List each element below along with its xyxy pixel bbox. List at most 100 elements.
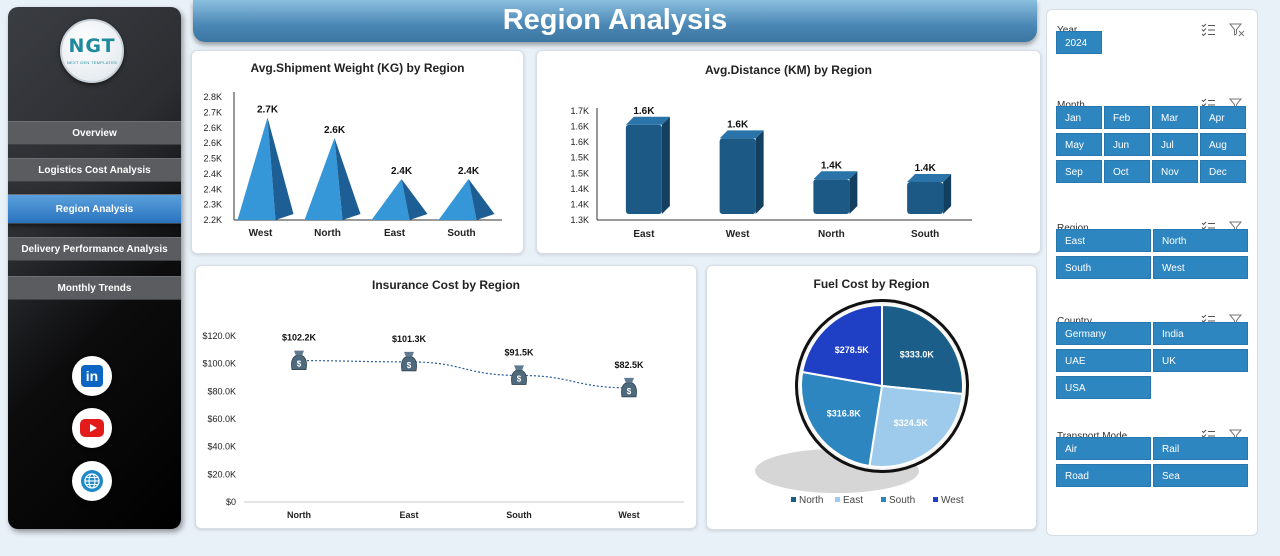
x-tick-label: South — [506, 510, 532, 520]
pyramid-bar-east — [371, 179, 410, 220]
region-option-south[interactable]: South — [1056, 256, 1151, 279]
y-tick-label: 1.6K — [570, 122, 589, 132]
data-label-north: $102.2K — [282, 333, 317, 343]
region-option-east[interactable]: East — [1056, 229, 1151, 252]
x-tick-label: West — [249, 228, 273, 239]
y-tick-label: $100.0K — [202, 359, 236, 369]
month-option-aug[interactable]: Aug — [1200, 133, 1246, 156]
month-option-apr[interactable]: Apr — [1200, 106, 1246, 129]
bar-top-south — [907, 174, 952, 183]
country-option-uae[interactable]: UAE — [1056, 349, 1151, 372]
transport-mode-option-air[interactable]: Air — [1056, 437, 1151, 460]
avg-distance-title: Avg.Distance (KM) by Region — [705, 63, 872, 77]
bar-south — [907, 182, 944, 214]
region-option-west[interactable]: West — [1153, 256, 1248, 279]
y-tick-label: 2.8K — [203, 92, 222, 102]
country-option-germany[interactable]: Germany — [1056, 322, 1151, 345]
insurance-cost-chart: $0 $20.0K $40.0K $60.0K $80.0K $100.0K $120.0K… — [202, 331, 684, 520]
money-bag-icon: $ — [401, 351, 417, 372]
y-tick-label: 1.3K — [570, 215, 589, 225]
month-option-jan[interactable]: Jan — [1056, 106, 1102, 129]
pyramid-bar-west — [237, 117, 276, 220]
transport-mode-option-rail[interactable]: Rail — [1153, 437, 1248, 460]
clear-filter-icon[interactable] — [1228, 23, 1245, 37]
nav-region-analysis[interactable]: Region Analysis — [8, 194, 181, 224]
linkedin-icon[interactable]: in — [72, 356, 112, 396]
x-tick-label: North — [314, 228, 341, 239]
fuel-cost-card: Fuel Cost by Region $333.0K $324.5K $316.8… — [706, 265, 1037, 530]
data-label-west: $82.5K — [614, 360, 644, 370]
website-globe-icon[interactable] — [72, 461, 112, 501]
legend-label-south: South — [889, 495, 915, 506]
bar-west — [719, 138, 756, 214]
dollar-sign: $ — [517, 374, 522, 383]
country-option-usa[interactable]: USA — [1056, 376, 1151, 399]
nav-monthly-trends[interactable]: Monthly Trends — [8, 276, 181, 300]
pyramid-bar-side-east — [401, 179, 428, 220]
data-label-north: 1.4K — [821, 160, 843, 171]
youtube-icon[interactable] — [72, 408, 112, 448]
pyramid-bar-south — [438, 179, 477, 220]
country-option-uk[interactable]: UK — [1153, 349, 1248, 372]
data-label-east: 2.4K — [391, 166, 413, 177]
money-bag-icon: $ — [291, 350, 307, 371]
region-filter-label: Region — [1057, 223, 1089, 234]
data-label-north: 2.6K — [324, 125, 346, 136]
x-tick-label: South — [447, 228, 475, 239]
y-tick-label: 1.5K — [570, 168, 589, 178]
data-label-south: 1.4K — [915, 163, 937, 174]
y-tick-label: 2.4K — [203, 169, 222, 179]
x-tick-label: East — [399, 510, 418, 520]
avg-distance-card: Avg.Distance (KM) by Region 1.3K 1.4K 1.4K… — [536, 50, 1041, 254]
insurance-line — [298, 360, 630, 389]
bar-north — [813, 179, 850, 214]
month-option-nov[interactable]: Nov — [1152, 160, 1198, 183]
month-option-mar[interactable]: Mar — [1152, 106, 1198, 129]
money-bag-icon: $ — [621, 377, 637, 398]
x-tick-label: West — [726, 229, 750, 240]
region-option-north[interactable]: North — [1153, 229, 1248, 252]
dollar-sign: $ — [627, 387, 632, 396]
legend-swatch-north — [791, 497, 796, 502]
data-label-south: $316.8K — [827, 408, 862, 418]
multi-select-icon[interactable] — [1201, 23, 1215, 37]
y-tick-label: 2.6K — [203, 138, 222, 148]
money-bag-neck — [624, 377, 634, 383]
year-option-2024[interactable]: 2024 — [1056, 31, 1102, 54]
nav-overview[interactable]: Overview — [8, 121, 181, 145]
month-option-jul[interactable]: Jul — [1152, 133, 1198, 156]
bar-side-south — [943, 174, 952, 214]
x-tick-label: East — [384, 228, 406, 239]
month-option-oct[interactable]: Oct — [1104, 160, 1150, 183]
y-tick-label: $80.0K — [207, 386, 236, 396]
insurance-cost-card: Insurance Cost by Region $0 $20.0K $40.0K $… — [195, 265, 697, 529]
month-option-jun[interactable]: Jun — [1104, 133, 1150, 156]
month-option-dec[interactable]: Dec — [1200, 160, 1246, 183]
month-filter-label: Month — [1057, 100, 1085, 111]
pyramid-bar-side-north — [334, 138, 361, 220]
pie-slice-west — [801, 303, 883, 388]
month-option-feb[interactable]: Feb — [1104, 106, 1150, 129]
country-filter-label: Country — [1057, 316, 1092, 327]
sidebar: NGT NEXT GEN TEMPLATES Overview Logistic… — [8, 7, 181, 529]
pie-slice-north — [881, 303, 964, 396]
month-option-sep[interactable]: Sep — [1056, 160, 1102, 183]
y-tick-label: 1.4K — [570, 199, 589, 209]
y-tick-label: 1.7K — [570, 106, 589, 116]
country-option-india[interactable]: India — [1153, 322, 1248, 345]
y-tick-label: 2.6K — [203, 123, 222, 133]
data-label-north: $333.0K — [900, 349, 935, 359]
transport-mode-filter-label: Transport Mode — [1057, 431, 1127, 442]
logo-text: NGT — [68, 35, 116, 57]
nav-delivery-performance-analysis[interactable]: Delivery Performance Analysis — [8, 237, 181, 261]
transport-mode-option-sea[interactable]: Sea — [1153, 464, 1248, 487]
fuel-cost-title: Fuel Cost by Region — [813, 277, 930, 291]
x-tick-label: West — [618, 510, 639, 520]
pyramid-bar-side-south — [468, 179, 495, 220]
transport-mode-option-road[interactable]: Road — [1056, 464, 1151, 487]
y-tick-label: 2.3K — [203, 200, 222, 210]
bar-side-west — [755, 130, 764, 214]
bar-side-east — [661, 116, 670, 214]
nav-logistics-cost-analysis[interactable]: Logistics Cost Analysis — [8, 158, 181, 182]
month-option-may[interactable]: May — [1056, 133, 1102, 156]
